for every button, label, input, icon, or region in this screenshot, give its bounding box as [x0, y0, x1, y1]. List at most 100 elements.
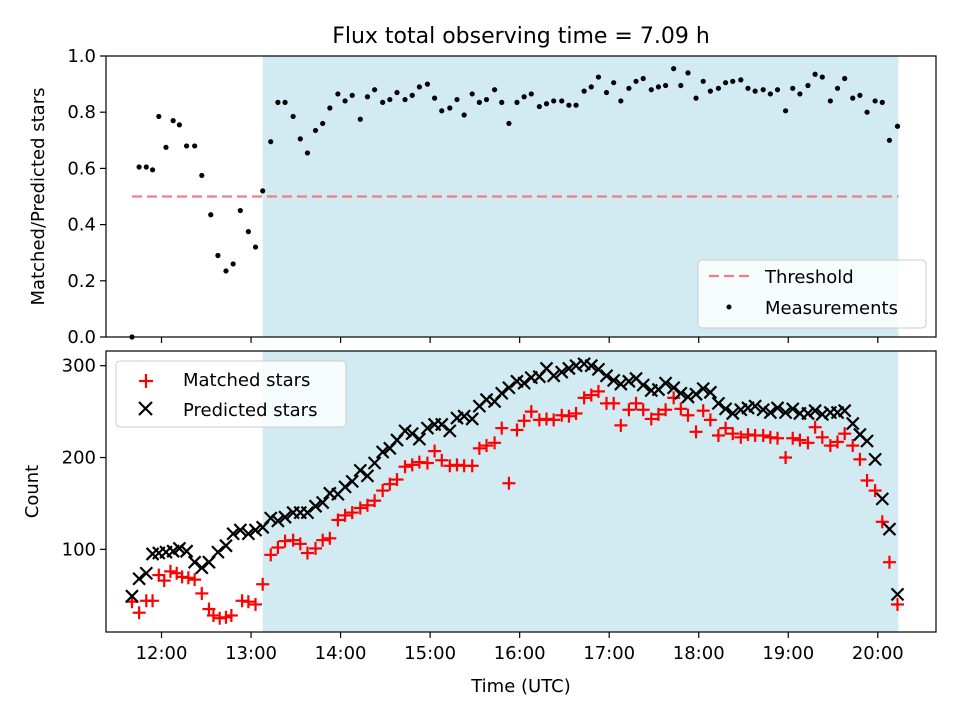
matched-star-point — [667, 391, 681, 405]
measurement-point — [260, 188, 266, 194]
measurement-point — [655, 84, 662, 90]
measurement-point — [551, 98, 557, 104]
predicted-star-point — [875, 492, 890, 506]
matched-star-point — [286, 533, 300, 547]
matched-star-point — [249, 597, 263, 611]
bottom-legend-box — [115, 360, 347, 428]
legend-predicted-swatch — [138, 401, 153, 416]
predicted-star-point — [718, 402, 733, 416]
predicted-star-point — [360, 469, 375, 483]
measurement-point — [738, 77, 744, 83]
measurement-point — [671, 66, 677, 72]
x-tick-label: 15:00 — [404, 643, 456, 664]
matched-star-point — [801, 436, 815, 450]
predicted-star-point — [845, 416, 860, 431]
matched-star-point — [323, 531, 337, 545]
measurement-point — [335, 91, 341, 97]
predicted-star-point — [308, 499, 323, 513]
matched-star-point — [465, 459, 479, 473]
measurement-point — [730, 78, 736, 84]
measurement-point — [521, 94, 527, 100]
measurement-point — [469, 91, 475, 97]
predicted-star-point — [622, 374, 636, 389]
predicted-star-point — [125, 589, 139, 603]
matched-star-point — [875, 515, 889, 529]
matched-star-point — [376, 484, 390, 498]
measurement-point — [297, 136, 303, 142]
measurement-point — [439, 108, 445, 114]
measurement-point — [282, 99, 288, 105]
predicted-star-point — [300, 505, 315, 520]
measurement-point — [827, 98, 833, 104]
matched-star-point — [338, 508, 352, 522]
matched-star-point — [622, 403, 636, 417]
measurement-point — [163, 144, 169, 150]
measurement-point — [170, 118, 176, 124]
predicted-star-point — [554, 365, 569, 379]
matched-star-point — [808, 420, 822, 434]
measurement-point — [156, 113, 162, 120]
predicted-star-point — [139, 566, 154, 581]
measurement-point — [894, 123, 901, 129]
legend-threshold-label: Threshold — [764, 267, 854, 288]
legend-measurements-swatch — [726, 304, 732, 310]
measurement-point — [447, 105, 453, 111]
matched-star-point — [316, 533, 330, 547]
matched-star-point — [517, 414, 531, 428]
measurement-point — [834, 85, 841, 91]
predicted-star-point — [457, 409, 471, 423]
bottom-y-axis: 100 200 300 — [62, 356, 106, 560]
measurement-point — [237, 207, 243, 214]
legend-matched-swatch — [139, 374, 153, 388]
predicted-star-point — [763, 405, 778, 420]
measurement-point — [268, 139, 274, 145]
matched-star-point — [681, 408, 695, 422]
predicted-star-point — [599, 369, 614, 383]
matched-star-point — [256, 577, 270, 591]
measurement-point — [320, 120, 326, 127]
measurement-point — [402, 96, 408, 103]
matched-stars-points — [125, 384, 904, 625]
bottom-shaded-span — [262, 351, 899, 632]
predicted-star-point — [195, 560, 209, 575]
measurement-point — [797, 91, 803, 97]
top-y-tick-label: 0.0 — [67, 327, 96, 348]
measurement-point — [559, 98, 565, 104]
predicted-star-point — [591, 362, 606, 377]
measurement-point — [700, 78, 706, 84]
predicted-star-point — [890, 587, 905, 602]
measurement-point — [819, 74, 825, 80]
x-tick-label: 14:00 — [315, 643, 367, 664]
predicted-star-point — [219, 538, 233, 553]
measurement-point — [416, 84, 422, 90]
matched-star-point — [734, 430, 748, 444]
measurement-point — [626, 85, 632, 91]
x-tick-label: 18:00 — [673, 643, 725, 664]
matched-star-point — [353, 501, 367, 515]
matched-star-point — [188, 573, 202, 587]
measurement-point — [872, 98, 878, 104]
measurement-point — [506, 120, 512, 127]
measurement-point — [199, 172, 205, 179]
matched-star-point — [360, 498, 374, 512]
matched-star-point — [607, 396, 621, 410]
matched-star-point — [890, 597, 904, 611]
matched-star-point — [398, 460, 412, 474]
top-legend: Threshold Measurements — [697, 259, 927, 329]
measurement-point — [252, 244, 259, 250]
top-panel: 0.0 0.2 0.4 0.6 0.8 1.0 Matched/Predicted sta… — [28, 46, 937, 348]
measurement-point — [760, 87, 766, 93]
measurement-point — [715, 85, 722, 91]
predicted-star-point — [172, 541, 187, 556]
top-x-axis — [160, 337, 879, 343]
predicted-star-point — [696, 381, 710, 396]
measurement-point — [499, 99, 505, 105]
matched-star-point — [547, 413, 561, 427]
matched-star-point — [472, 441, 486, 455]
measurement-point — [633, 78, 639, 84]
predicted-star-point — [584, 358, 599, 373]
measurement-point — [745, 85, 751, 91]
predicted-star-point — [711, 396, 726, 411]
measurement-point — [603, 89, 610, 96]
predicted-star-point — [666, 380, 681, 395]
